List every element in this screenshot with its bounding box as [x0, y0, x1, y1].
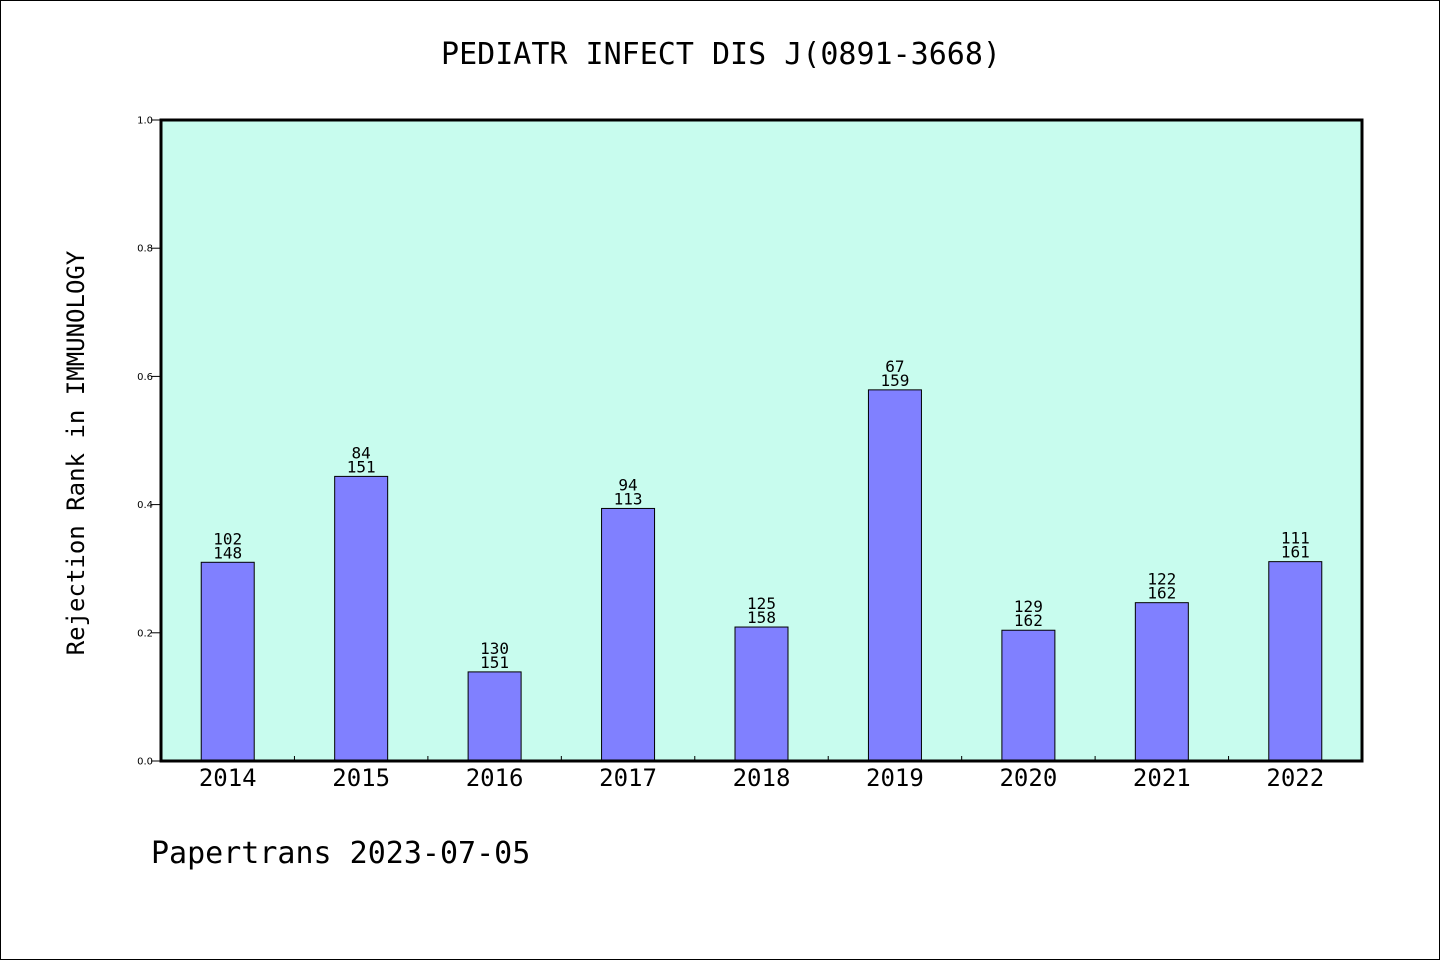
data-label: 125 — [747, 594, 776, 613]
data-label: 67 — [885, 357, 904, 376]
data-label: 158 — [747, 608, 776, 627]
bar-2018 — [734, 626, 789, 762]
y-tick-label: 0.2 — [137, 628, 153, 639]
data-label: 151 — [480, 653, 509, 672]
y-tick-label: 0.0 — [137, 757, 153, 768]
bar-2021 — [1134, 602, 1189, 762]
footer-credit: Papertrans 2023-07-05 — [151, 836, 531, 871]
chart-title: PEDIATR INFECT DIS J(0891-3668) — [441, 37, 1001, 72]
x-tick-label: 2015 — [332, 764, 390, 792]
data-label: 130 — [480, 639, 509, 658]
y-ticks-layer: 0.0 0.2 0.4 0.6 0.8 1.0 — [137, 116, 161, 768]
x-ticks-layer: 2014 2015 2016 2017 2018 2019 2020 2021 2022 — [199, 756, 1324, 792]
x-tick-label: 2017 — [599, 764, 657, 792]
data-label: 148 — [213, 543, 242, 562]
data-label: 122 — [1147, 570, 1176, 589]
data-label: 102 — [213, 529, 242, 548]
data-labels-layer: 1021488415113015194113125158671591291621… — [213, 357, 1309, 672]
y-tick-label: 0.8 — [137, 244, 153, 255]
x-tick-label: 2020 — [999, 764, 1057, 792]
y-tick-label: 0.6 — [137, 372, 153, 383]
data-label: 162 — [1014, 611, 1043, 630]
bar-2017 — [601, 507, 656, 762]
data-label: 151 — [347, 457, 376, 476]
data-label: 162 — [1147, 584, 1176, 603]
x-tick-label: 2014 — [199, 764, 257, 792]
bar-2016 — [467, 671, 522, 762]
x-tick-label: 2019 — [866, 764, 924, 792]
data-label: 94 — [618, 475, 637, 494]
x-tick-label: 2016 — [466, 764, 524, 792]
bars-layer — [200, 389, 1323, 762]
bar-2014 — [200, 561, 255, 762]
bar-2022 — [1268, 561, 1323, 762]
data-label: 111 — [1281, 529, 1310, 548]
bar-2020 — [1001, 629, 1056, 762]
y-tick-label: 0.4 — [137, 500, 153, 511]
data-label: 161 — [1281, 543, 1310, 562]
data-label: 84 — [352, 443, 371, 462]
x-tick-label: 2021 — [1133, 764, 1191, 792]
data-label: 159 — [880, 371, 909, 390]
data-label: 129 — [1014, 597, 1043, 616]
plot-frame — [159, 118, 1364, 763]
bar-2015 — [334, 475, 389, 762]
y-tick-label: 1.0 — [137, 116, 153, 127]
x-tick-label: 2022 — [1266, 764, 1324, 792]
data-label: 113 — [614, 489, 643, 508]
bar-2019 — [867, 389, 922, 762]
x-tick-label: 2018 — [733, 764, 791, 792]
